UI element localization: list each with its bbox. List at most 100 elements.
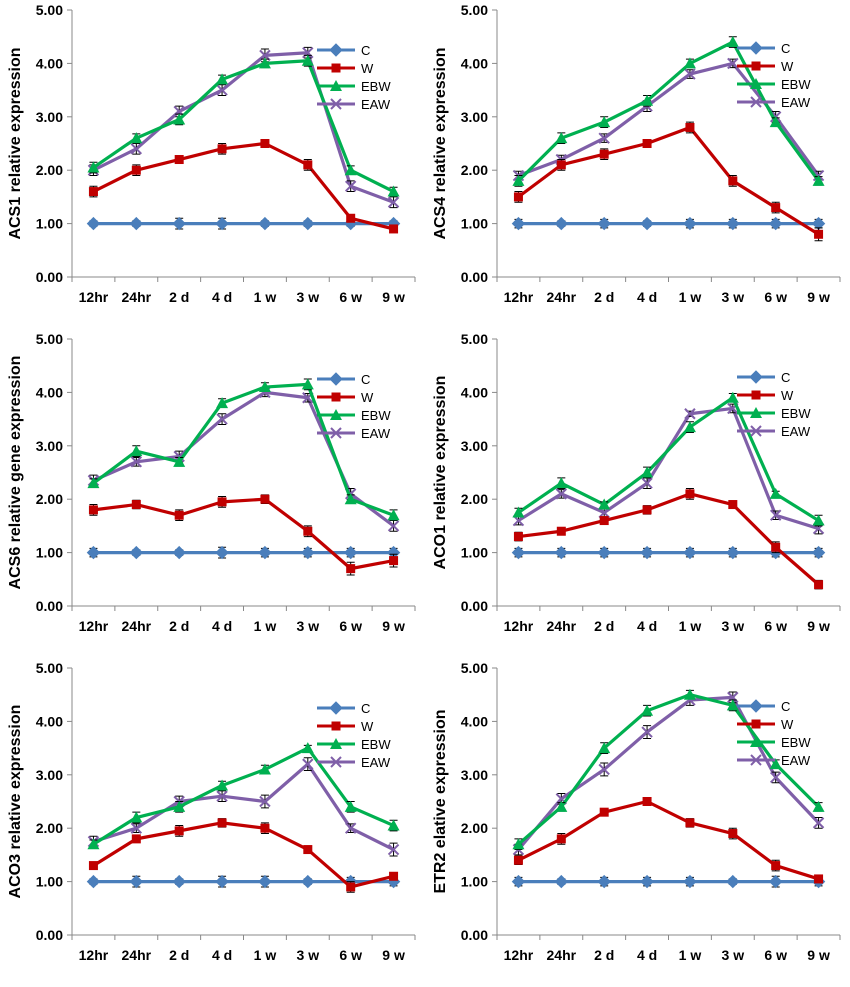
legend-marker-eaw (330, 756, 342, 768)
series-line-ebw (517, 693, 820, 846)
y-axis-label: ACS1 relative expression (7, 47, 24, 239)
data-point-c (726, 545, 740, 560)
legend: CW EBW EAW (317, 701, 391, 770)
legend-marker-w (751, 719, 761, 729)
legend-marker-c (329, 43, 343, 57)
series-eaw (512, 691, 825, 856)
data-point-w (303, 845, 313, 855)
legend-item-c: C (737, 370, 790, 385)
data-point-ebw (641, 466, 654, 478)
legend-item-ebw: EBW (317, 408, 391, 423)
y-tick-label: 1.00 (461, 874, 488, 890)
x-tick-label: 24hr (547, 289, 577, 305)
data-point-w (771, 542, 781, 552)
legend-item-eaw: EAW (317, 426, 391, 441)
data-point-ebw (387, 819, 400, 831)
x-tick-label: 4 d (212, 947, 232, 963)
legend-item-ebw: EBW (317, 79, 391, 94)
series-line-w (92, 821, 394, 889)
legend: CW EBW EAW (737, 699, 811, 768)
x-tick-label: 9 w (807, 618, 830, 634)
legend-item-c: C (737, 41, 790, 56)
legend-label: W (781, 59, 794, 74)
y-tick-label: 4.00 (36, 713, 63, 729)
legend-label: C (361, 43, 370, 58)
data-point-ebw (87, 838, 100, 850)
legend-marker-w (751, 61, 761, 71)
y-tick-label: 3.00 (36, 109, 63, 125)
legend-item-w: W (737, 59, 794, 74)
y-tick-label: 1.00 (36, 545, 63, 561)
data-point-eaw (130, 456, 143, 468)
series-ebw (87, 378, 400, 522)
data-point-ebw (598, 742, 611, 754)
data-point-c (172, 874, 186, 889)
legend-label: W (361, 61, 374, 76)
data-point-ebw (130, 811, 143, 823)
y-tick-label: 1.00 (36, 874, 63, 890)
legend-label: C (781, 370, 790, 385)
x-tick-label: 2 d (594, 618, 614, 634)
legend-label: EAW (781, 424, 811, 439)
data-point-c (215, 545, 229, 560)
y-tick-label: 1.00 (36, 216, 63, 232)
y-tick-label: 4.00 (36, 55, 63, 71)
y-tick-label: 5.00 (461, 2, 488, 18)
legend-item-w: W (737, 717, 794, 732)
x-tick-label: 24hr (122, 289, 152, 305)
chart-aco1: 0.00 1.00 2.00 3.00 4.00 5.00 12hr 24hr 2 d 4 d 1 … (425, 329, 850, 658)
legend-marker-eaw (330, 98, 342, 110)
data-point-w (513, 855, 523, 865)
data-point-w (217, 818, 227, 828)
series-ebw (512, 688, 825, 851)
x-tick-label: 9 w (382, 947, 405, 963)
data-point-w (346, 213, 356, 223)
legend-label: EAW (781, 753, 811, 768)
x-tick-label: 3 w (297, 618, 320, 634)
y-axis-label: ETR2 elative expression (432, 709, 449, 893)
data-point-ebw (173, 455, 186, 467)
series-line-ebw (92, 59, 395, 193)
data-point-ebw (387, 509, 400, 521)
data-point-c (511, 216, 526, 231)
series-ebw (87, 742, 400, 850)
x-tick-label: 6 w (764, 289, 787, 305)
data-point-ebw (726, 36, 739, 48)
data-point-w (728, 500, 738, 510)
x-tick-label: 12hr (504, 618, 534, 634)
series-line-eaw (92, 51, 395, 204)
data-point-w (217, 144, 227, 154)
y-tick-label: 5.00 (36, 331, 63, 347)
data-point-eaw (344, 180, 357, 192)
data-point-eaw (387, 520, 400, 532)
data-point-w (642, 139, 652, 148)
data-point-ebw (512, 174, 525, 186)
data-point-ebw (598, 498, 611, 510)
y-tick-label: 4.00 (461, 713, 488, 729)
series-line-ebw (517, 40, 820, 183)
legend-marker-c (749, 699, 763, 713)
data-point-c (683, 216, 697, 231)
data-point-c (86, 545, 101, 560)
data-point-w (88, 505, 98, 515)
legend-item-ebw: EBW (737, 406, 811, 421)
x-tick-label: 6 w (339, 947, 362, 963)
data-point-c (301, 545, 315, 560)
data-point-c (343, 545, 358, 560)
legend-item-c: C (737, 699, 790, 714)
x-tick-label: 6 w (339, 618, 362, 634)
legend-marker-c (749, 41, 763, 55)
data-point-w (217, 497, 227, 507)
legend-label: C (361, 701, 370, 716)
y-tick-label: 2.00 (461, 491, 488, 507)
series-line-w (92, 141, 394, 231)
data-point-c (511, 874, 526, 889)
y-tick-label: 5.00 (461, 331, 488, 347)
x-tick-label: 9 w (807, 947, 830, 963)
legend-item-c: C (317, 43, 370, 58)
data-point-c (768, 216, 783, 231)
data-point-eaw (344, 822, 357, 834)
data-point-eaw (555, 488, 568, 500)
data-point-c (301, 874, 315, 889)
data-point-eaw (727, 57, 739, 70)
